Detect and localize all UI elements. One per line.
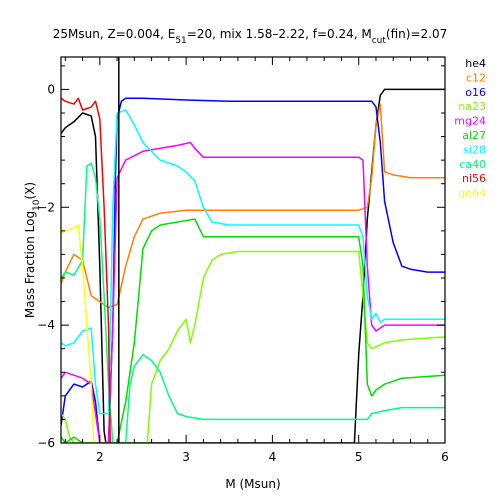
series-line-o16: [61, 97, 445, 443]
ticks-layer: 2 3 4 5 6 0 −2 −4 −6: [37, 57, 449, 464]
legend-item-si28: si28: [463, 143, 486, 156]
legend-item-na23: na23: [458, 100, 486, 113]
legend-item-ca40: ca40: [459, 158, 486, 171]
x-tick-label: 2: [96, 450, 104, 464]
title-suffix: (fin)=2.07: [386, 27, 447, 41]
legend-item-o16: o16: [465, 86, 486, 99]
legend-item-he4: he4: [465, 57, 486, 70]
x-tick-label: 6: [441, 450, 449, 464]
legend-item-mg24: mg24: [454, 115, 486, 128]
series-line-ge64: [61, 224, 95, 443]
y-tick-label: −6: [37, 436, 55, 450]
series-line-ca40: [61, 162, 445, 443]
x-tick-label: 5: [355, 450, 363, 464]
y-title-suffix: (X): [23, 182, 37, 200]
y-axis-title: Mass Fraction Log10(X): [23, 182, 42, 318]
y-tick-label: 0: [47, 82, 55, 96]
legend-item-ge64: ge64: [458, 187, 486, 200]
y-title-sub: 10: [32, 199, 42, 211]
legend-item-ni56: ni56: [462, 172, 486, 185]
x-axis-title: M (Msun): [225, 477, 280, 491]
series-line-al27: [61, 218, 445, 443]
legend-item-al27: al27: [462, 129, 486, 142]
x-tick-label: 3: [182, 450, 190, 464]
legend-item-c12: c12: [466, 71, 486, 84]
title-m-sub: cut: [372, 36, 387, 46]
series-layer: [61, 88, 445, 443]
series-line-mg24: [61, 141, 445, 443]
series-line-he4: [61, 88, 445, 443]
series-line-c12: [61, 103, 445, 309]
chart-title: 25Msun, Z=0.004, E51=20, mix 1.58–2.22, …: [53, 27, 447, 46]
y-tick-label: −4: [37, 318, 55, 332]
y-tick-label: −2: [37, 200, 55, 214]
title-prefix: 25Msun, Z=0.004, E: [53, 27, 176, 41]
title-e-sub: 51: [175, 36, 186, 46]
x-tick-label: 4: [269, 450, 277, 464]
series-line-ni56: [61, 97, 111, 443]
plot-frame: [60, 56, 446, 444]
series-line-si28: [61, 109, 445, 415]
series-line-na23: [61, 250, 445, 443]
y-title-main: Mass Fraction Log: [23, 211, 37, 318]
title-middle: =20, mix 1.58–2.22, f=0.24, M: [187, 27, 372, 41]
